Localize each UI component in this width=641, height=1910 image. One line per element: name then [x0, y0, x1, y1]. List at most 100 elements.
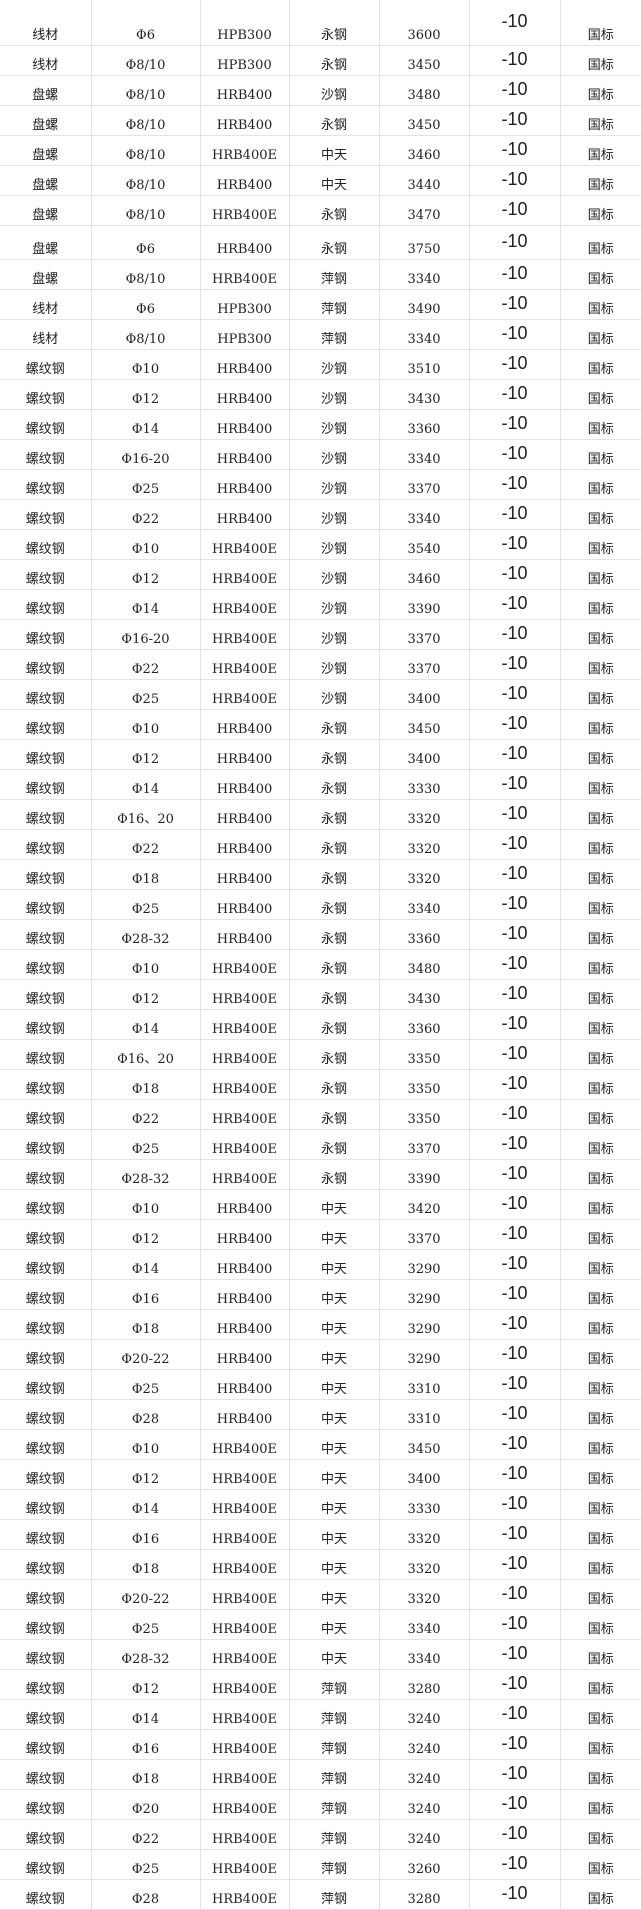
cell-change: -10	[468, 1429, 561, 1460]
cell-standard: 国标	[559, 1819, 641, 1850]
cell-standard: 国标	[559, 649, 641, 680]
cell-change: -10	[468, 45, 561, 76]
table-row: 螺纹钢 Φ18 HRB400E 中天 3320 -10 国标	[0, 1549, 641, 1580]
cell-mill: 沙钢	[288, 529, 380, 560]
cell-change: -10	[468, 1249, 561, 1280]
table-row: 螺纹钢 Φ16、20 HRB400 永钢 3320 -10 国标	[0, 799, 641, 830]
cell-spec: Φ12	[90, 1459, 201, 1490]
cell-grade: HRB400E	[199, 589, 290, 620]
cell-price: 3470	[378, 195, 470, 226]
table-row: 螺纹钢 Φ16 HRB400E 中天 3320 -10 国标	[0, 1519, 641, 1550]
cell-spec: Φ22	[90, 1099, 201, 1130]
cell-mill: 永钢	[288, 709, 380, 740]
cell-product: 盘螺	[0, 259, 92, 290]
cell-spec: Φ14	[90, 1489, 201, 1520]
table-row: 螺纹钢 Φ14 HRB400E 沙钢 3390 -10 国标	[0, 589, 641, 620]
cell-product: 螺纹钢	[0, 1609, 92, 1640]
cell-spec: Φ8/10	[90, 319, 201, 350]
cell-spec: Φ18	[90, 1309, 201, 1340]
cell-change: -10	[468, 979, 561, 1010]
table-row: 盘螺 Φ8/10 HRB400E 萍钢 3340 -10 国标	[0, 259, 641, 290]
table-row: 螺纹钢 Φ10 HRB400 永钢 3450 -10 国标	[0, 709, 641, 740]
cell-standard: 国标	[559, 1249, 641, 1280]
cell-standard: 国标	[559, 1159, 641, 1190]
cell-spec: Φ6	[90, 0, 201, 46]
cell-mill: 萍钢	[288, 1819, 380, 1850]
cell-spec: Φ25	[90, 679, 201, 710]
cell-spec: Φ16-20	[90, 619, 201, 650]
table-row: 螺纹钢 Φ25 HRB400E 永钢 3370 -10 国标	[0, 1129, 641, 1160]
cell-change: -10	[468, 1609, 561, 1640]
cell-standard: 国标	[559, 225, 641, 260]
table-row: 螺纹钢 Φ14 HRB400E 中天 3330 -10 国标	[0, 1489, 641, 1520]
cell-product: 螺纹钢	[0, 409, 92, 440]
cell-product: 螺纹钢	[0, 1309, 92, 1340]
cell-mill: 永钢	[288, 1009, 380, 1040]
cell-price: 3360	[378, 919, 470, 950]
cell-product: 螺纹钢	[0, 469, 92, 500]
cell-product: 线材	[0, 289, 92, 320]
cell-price: 3290	[378, 1339, 470, 1370]
cell-change: -10	[468, 439, 561, 470]
cell-mill: 沙钢	[288, 559, 380, 590]
cell-mill: 中天	[288, 1339, 380, 1370]
cell-product: 螺纹钢	[0, 1189, 92, 1220]
cell-product: 螺纹钢	[0, 1279, 92, 1310]
table-row: 线材 Φ8/10 HPB300 萍钢 3340 -10 国标	[0, 319, 641, 350]
cell-standard: 国标	[559, 289, 641, 320]
cell-product: 线材	[0, 0, 92, 46]
cell-change: -10	[468, 1849, 561, 1880]
cell-mill: 萍钢	[288, 289, 380, 320]
cell-price: 3750	[378, 225, 470, 260]
cell-product: 螺纹钢	[0, 619, 92, 650]
table-row: 螺纹钢 Φ25 HRB400E 沙钢 3400 -10 国标	[0, 679, 641, 710]
cell-product: 盘螺	[0, 195, 92, 226]
cell-spec: Φ6	[90, 289, 201, 320]
cell-grade: HRB400E	[199, 1819, 290, 1850]
cell-mill: 永钢	[288, 195, 380, 226]
cell-product: 螺纹钢	[0, 979, 92, 1010]
cell-grade: HRB400E	[199, 1129, 290, 1160]
table-row: 螺纹钢 Φ14 HRB400 沙钢 3360 -10 国标	[0, 409, 641, 440]
cell-standard: 国标	[559, 1099, 641, 1130]
cell-price: 3450	[378, 45, 470, 76]
cell-change: -10	[468, 195, 561, 226]
cell-change: -10	[468, 619, 561, 650]
cell-product: 螺纹钢	[0, 1339, 92, 1370]
cell-change: -10	[468, 469, 561, 500]
table-row: 螺纹钢 Φ12 HRB400 永钢 3400 -10 国标	[0, 739, 641, 770]
cell-grade: HRB400	[199, 769, 290, 800]
cell-spec: Φ25	[90, 1369, 201, 1400]
cell-standard: 国标	[559, 499, 641, 530]
cell-price: 3240	[378, 1819, 470, 1850]
table-row: 盘螺 Φ6 HRB400 永钢 3750 -10 国标	[0, 225, 641, 260]
cell-standard: 国标	[559, 859, 641, 890]
cell-spec: Φ20	[90, 1789, 201, 1820]
cell-mill: 永钢	[288, 799, 380, 830]
cell-grade: HRB400E	[199, 1459, 290, 1490]
cell-change: -10	[468, 379, 561, 410]
cell-spec: Φ18	[90, 1549, 201, 1580]
cell-price: 3510	[378, 349, 470, 380]
cell-change: -10	[468, 1279, 561, 1310]
cell-product: 螺纹钢	[0, 1429, 92, 1460]
cell-mill: 沙钢	[288, 499, 380, 530]
cell-change: -10	[468, 1099, 561, 1130]
cell-grade: HRB400	[199, 75, 290, 106]
table-row: 盘螺 Φ8/10 HRB400 永钢 3450 -10 国标	[0, 105, 641, 136]
cell-price: 3240	[378, 1729, 470, 1760]
cell-grade: HRB400E	[199, 195, 290, 226]
cell-product: 螺纹钢	[0, 1759, 92, 1790]
cell-product: 螺纹钢	[0, 1459, 92, 1490]
cell-mill: 中天	[288, 1489, 380, 1520]
cell-price: 3340	[378, 319, 470, 350]
cell-spec: Φ25	[90, 1609, 201, 1640]
cell-product: 螺纹钢	[0, 1219, 92, 1250]
cell-spec: Φ25	[90, 1129, 201, 1160]
cell-change: -10	[468, 1159, 561, 1190]
cell-grade: HRB400E	[199, 1669, 290, 1700]
cell-change: -10	[468, 499, 561, 530]
cell-spec: Φ10	[90, 709, 201, 740]
cell-spec: Φ10	[90, 349, 201, 380]
